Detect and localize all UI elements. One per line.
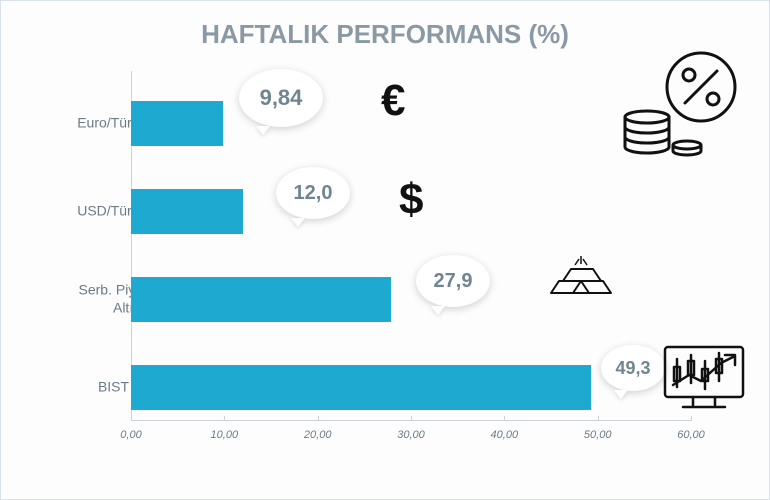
x-tick-label: 60,00 bbox=[677, 429, 705, 441]
x-tick-label: 20,00 bbox=[304, 429, 332, 441]
x-tick-label: 40,00 bbox=[491, 429, 519, 441]
value-label: 12,0 bbox=[294, 182, 333, 205]
chart-title: HAFTALIK PERFORMANS (%) bbox=[1, 19, 769, 50]
x-tick-label: 10,00 bbox=[211, 429, 239, 441]
bar-euro bbox=[131, 101, 223, 146]
stock-monitor-icon bbox=[661, 343, 747, 413]
value-bubble: 12,0 bbox=[276, 167, 350, 219]
value-bubble: 9,84 bbox=[239, 69, 323, 127]
dollar-icon: $ bbox=[399, 175, 423, 225]
value-label: 49,3 bbox=[615, 358, 650, 379]
weekly-performance-chart: HAFTALIK PERFORMANS (%) Euro/Türk Lirası… bbox=[0, 0, 770, 500]
x-tick-label: 0,00 bbox=[120, 429, 141, 441]
percent-coins-icon bbox=[613, 49, 743, 159]
gold-bars-icon bbox=[541, 251, 621, 307]
value-label: 9,84 bbox=[260, 85, 303, 111]
value-bubble: 49,3 bbox=[601, 345, 665, 391]
value-label: 27,9 bbox=[434, 270, 473, 293]
bar-usd bbox=[131, 189, 243, 234]
bar-bist bbox=[131, 365, 591, 410]
x-tick-label: 30,00 bbox=[397, 429, 425, 441]
value-bubble: 27,9 bbox=[416, 255, 490, 307]
euro-icon: € bbox=[381, 76, 405, 126]
bar-gold bbox=[131, 277, 391, 322]
x-tick-label: 50,00 bbox=[584, 429, 612, 441]
